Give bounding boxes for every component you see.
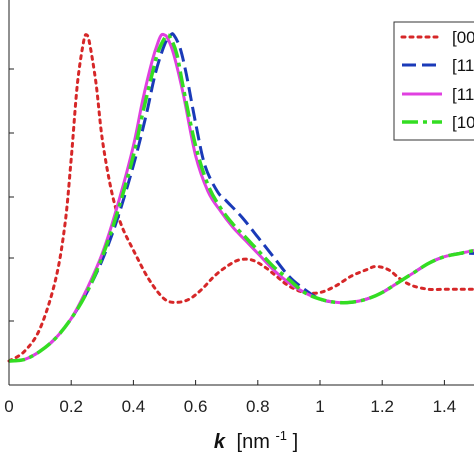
x-axis-unit: [nm bbox=[237, 431, 270, 453]
x-axis-unit-exponent: -1 bbox=[275, 428, 287, 443]
x-axis-symbol: k bbox=[214, 431, 226, 453]
x-tick-label: 0 bbox=[4, 397, 13, 416]
x-axis-title: k [nm -1 ] bbox=[214, 423, 298, 453]
legend-label-2: [11 bbox=[452, 56, 474, 75]
x-axis-unit-close: ] bbox=[293, 431, 299, 453]
ticks-layer: 0 0.2 0.4 0.6 0.8 1 1.2 1.4 bbox=[4, 68, 457, 416]
series-line-4 bbox=[8, 33, 474, 363]
legend-label-4: [10 bbox=[452, 113, 474, 132]
x-tick-label: 0.6 bbox=[184, 397, 208, 416]
x-tick-label: 0.4 bbox=[122, 397, 146, 416]
x-tick-label: 0.2 bbox=[59, 397, 83, 416]
x-tick-label: 1 bbox=[315, 397, 324, 416]
legend-items: [00 [11 [11 [10 bbox=[400, 28, 474, 132]
series-layer bbox=[7, 32, 474, 363]
series-line-1 bbox=[7, 33, 474, 363]
x-tick-label: 0.8 bbox=[246, 397, 270, 416]
legend: [00 [11 [11 [10 bbox=[393, 21, 474, 141]
legend-label-3: [11 bbox=[452, 85, 474, 104]
x-tick-label: 1.2 bbox=[370, 397, 394, 416]
x-tick-label: 1.4 bbox=[433, 397, 457, 416]
legend-label-1: [00 bbox=[452, 28, 474, 47]
